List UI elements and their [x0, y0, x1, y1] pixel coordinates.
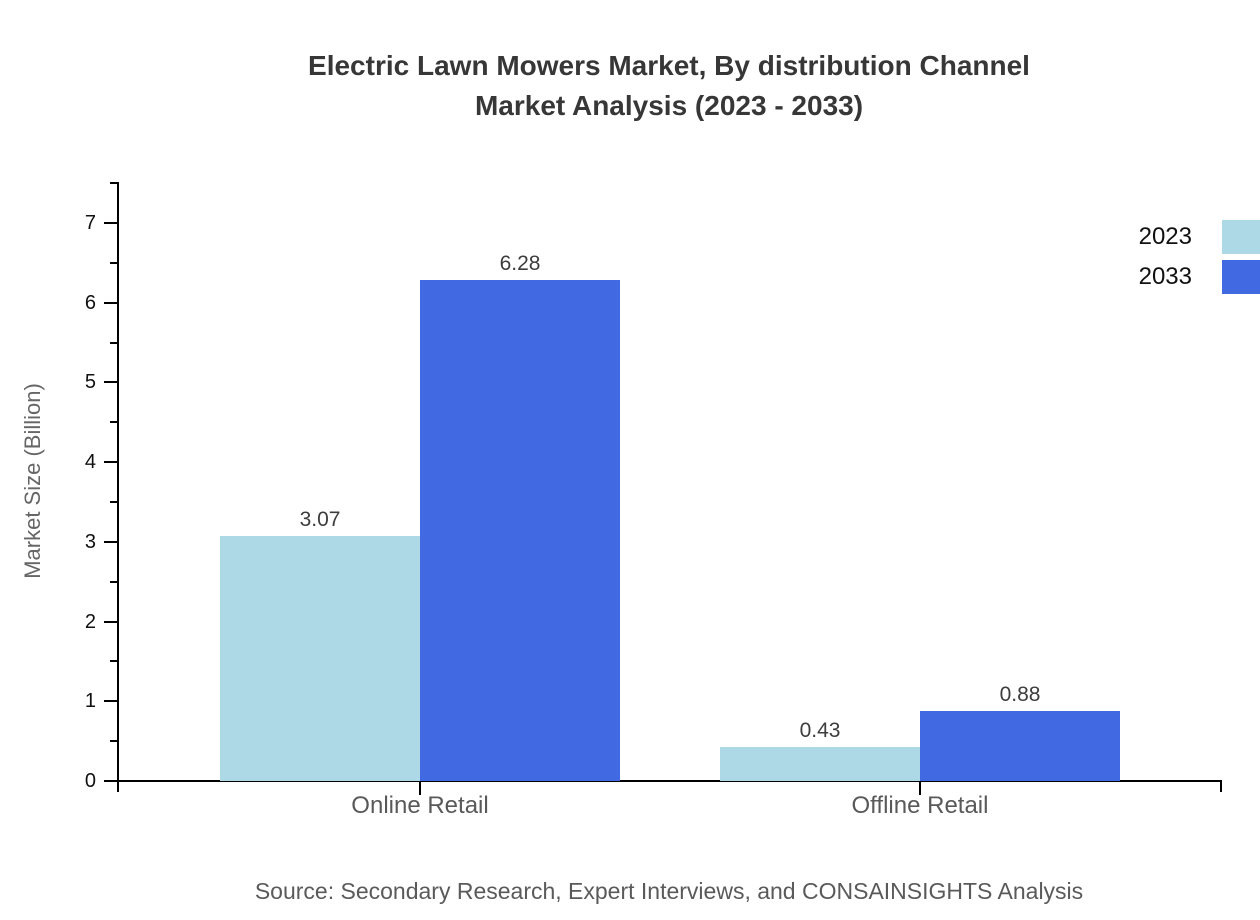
- x-axis-end-tick: [117, 781, 119, 792]
- legend-item-2033: 2033: [1139, 260, 1260, 294]
- y-axis-minor-tick: [110, 580, 118, 583]
- value-label-2033-online-retail: 6.28: [499, 252, 541, 276]
- y-axis-minor-tick: [110, 182, 118, 185]
- category-label-offline-retail: Offline Retail: [851, 792, 989, 819]
- y-axis-tick: [104, 540, 118, 543]
- chart-title-line1: Electric Lawn Mowers Market, By distribu…: [308, 50, 1030, 81]
- category-label-online-retail: Online Retail: [351, 792, 489, 819]
- source-attribution: Source: Secondary Research, Expert Inter…: [254, 878, 1084, 904]
- legend-swatch-2033: [1222, 260, 1260, 294]
- y-axis-tick-label: 2: [84, 610, 96, 633]
- chart-title-line2: Market Analysis (2023 - 2033): [474, 90, 864, 121]
- legend: 2023 2033: [1139, 220, 1260, 300]
- legend-label-2023: 2023: [1138, 223, 1192, 250]
- y-axis-tick: [104, 222, 118, 225]
- y-axis-tick: [104, 381, 118, 384]
- y-axis-tick: [104, 301, 118, 304]
- x-axis-tick: [919, 781, 921, 795]
- y-axis-minor-tick: [110, 421, 118, 424]
- legend-item-2023: 2023: [1139, 220, 1260, 254]
- y-axis-minor-tick: [110, 261, 118, 264]
- y-axis-minor-tick: [110, 501, 118, 503]
- y-axis-tick-label: 0: [84, 770, 96, 792]
- y-axis-line: [117, 182, 119, 783]
- bar-2023-online-retail: [220, 536, 420, 781]
- value-label-2023-online-retail: 3.07: [299, 508, 341, 532]
- x-axis-tick: [419, 781, 421, 795]
- bar-2023-offline-retail: [720, 746, 920, 781]
- y-axis-minor-tick: [110, 660, 118, 663]
- chart-title: Electric Lawn Mowers Market, By distribu…: [80, 46, 1258, 126]
- y-axis-tick: [104, 780, 118, 782]
- y-axis-tick-label: 1: [84, 690, 96, 713]
- y-axis-tick: [104, 700, 118, 703]
- legend-swatch-2023: [1222, 220, 1260, 254]
- legend-label-2033: 2033: [1138, 263, 1192, 290]
- value-label-2033-offline-retail: 0.88: [999, 682, 1041, 706]
- y-axis-minor-tick: [110, 740, 118, 743]
- bar-2033-online-retail: [420, 280, 620, 781]
- y-axis-tick-label: 5: [84, 371, 96, 394]
- y-axis-tick-label: 6: [84, 291, 96, 314]
- y-axis-tick-label: 4: [84, 451, 96, 474]
- x-axis-line: [117, 780, 1222, 782]
- y-axis-tick-label: 7: [84, 212, 96, 235]
- y-axis-minor-tick: [110, 341, 118, 344]
- y-axis-tick: [104, 461, 118, 464]
- y-axis-tick-label: 3: [84, 530, 96, 553]
- value-label-2023-offline-retail: 0.43: [799, 718, 841, 742]
- y-axis-tick: [104, 620, 118, 623]
- x-axis-end-tick: [1220, 781, 1222, 792]
- bar-2033-offline-retail: [920, 710, 1120, 781]
